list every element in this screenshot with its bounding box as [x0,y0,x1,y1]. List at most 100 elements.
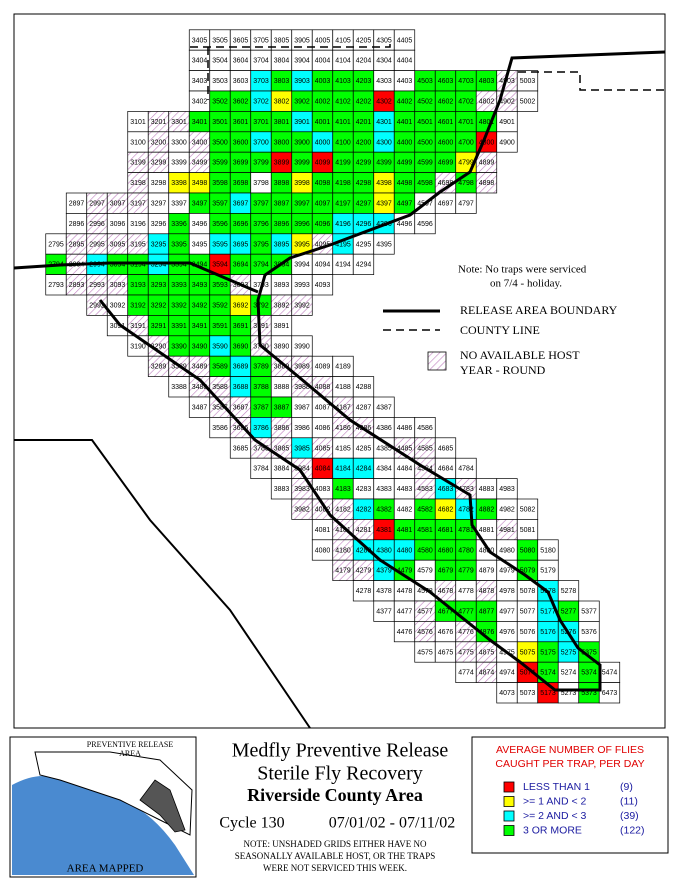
grid-cell: 3982 [291,498,313,520]
grid-cell: 4094 [311,253,334,275]
grid-cell: 3193 [127,274,149,296]
cell-box [475,172,498,194]
grid-cell: 4003 [311,70,334,92]
grid-cell: 3890 [270,335,293,357]
cell-label: 4080 [315,547,331,554]
cell-label: 3101 [130,119,146,126]
cell-label: 5080 [520,547,536,554]
grid-cell: 4194 [332,253,354,275]
grid-cell: 4397 [373,192,395,214]
grid-cell: 4583 [414,478,436,500]
grid-cell: 4481 [393,519,416,541]
cell-label: 4400 [397,139,413,146]
cell-label: 3404 [192,58,208,65]
grid-cell: 4197 [332,192,354,214]
cell-label: 3694 [233,262,249,269]
grid-cell: 4404 [393,49,416,71]
grid-cell: 4983 [496,478,518,500]
grid-cell: 3491 [188,315,211,337]
grid-cell: 5073 [516,682,539,704]
cell-label: 3787 [253,405,269,412]
cell-label: 4898 [479,180,495,187]
cell-label: 3685 [233,445,249,452]
cell-label: 3604 [233,58,249,65]
grid-cell: 3901 [291,111,313,133]
cell-label: 4599 [417,160,433,167]
cell-label: 3393 [171,282,187,289]
cell-label: 3899 [274,160,290,167]
grid-cell: 3495 [188,233,211,255]
grid-cell: 3787 [250,396,272,418]
grid-cell: 4774 [455,661,477,683]
cell-label: 3897 [274,201,290,208]
grid-cell: 5175 [537,641,559,663]
cell-label: 3299 [151,160,167,167]
cell-label: 4498 [397,180,413,187]
cell-label: 3300 [171,139,187,146]
cell-box [598,682,621,704]
cell-label: 4703 [458,78,474,85]
cell-label: 3895 [274,241,290,248]
cell-box [291,294,313,316]
grid-cell: 3400 [188,131,211,153]
grid-cell: 4602 [434,90,457,112]
grid-cell: 5180 [537,539,559,561]
grid-cell: 4877 [475,600,498,622]
grid-cell: 3100 [127,131,149,153]
key-label: YEAR - ROUND [460,363,546,377]
cell-label: 3388 [171,384,187,391]
cell-label: 3201 [151,119,167,126]
legend-count: (11) [620,795,638,807]
cell-label: 3803 [274,78,290,85]
grid-cell: 4383 [373,478,395,500]
cell-label: 2994 [89,262,105,269]
cell-label: 4778 [458,588,474,595]
cell-label: 4185 [335,445,351,452]
cell-label: 3791 [253,323,269,330]
cell-label: 4801 [479,119,495,126]
cell-label: 4980 [499,547,515,554]
cell-label: 3395 [171,241,187,248]
cell-label: 5002 [520,99,536,106]
grid-cell: 3893 [270,274,293,296]
grid-cell: 3902 [291,90,313,112]
cell-label: 3987 [294,405,310,412]
grid-cell: 3597 [209,192,231,214]
grid-cell: 4780 [455,539,477,561]
grid-cell: 3689 [229,355,252,377]
cell-label: 4502 [417,99,433,106]
grid-cell: 3992 [291,294,313,316]
grid-cell: 3404 [188,49,211,71]
cell-label: 4697 [438,201,454,208]
grid-cell: 4978 [496,580,518,602]
cell-label: 4380 [376,547,392,554]
grid-cell: 5277 [557,600,580,622]
grid-cell: 4298 [352,172,375,194]
grid-cell: 2895 [65,233,88,255]
cell-label: 4387 [376,405,392,412]
cell-label: 3587 [212,405,228,412]
grid-cell: 4294 [352,253,375,275]
grid-cell: 4675 [434,641,457,663]
cell-label: 4084 [315,466,331,473]
cell-label: 4476 [397,629,413,636]
grid-cell: 4701 [455,111,477,133]
grid-cell: 3985 [291,437,313,459]
cell-label: 4777 [458,609,474,616]
cell-label: 3496 [192,221,208,228]
cell-label: 3901 [294,119,310,126]
legend-swatch [503,796,515,807]
grid-cell: 4401 [393,111,416,133]
grid-cell: 5179 [537,559,559,581]
grid-cell: 3694 [229,253,252,275]
inset-caption: AREA MAPPED [67,863,144,875]
grid-cell: 3490 [188,335,211,357]
grid-cell: 4598 [414,172,436,194]
cell-label: 6473 [602,690,618,697]
cell-label: 4088 [315,384,331,391]
grid-cell: 3885 [270,437,293,459]
grid-cell: 4500 [414,131,436,153]
grid-cell: 4782 [455,498,477,520]
grid-cell: 3392 [168,294,190,316]
grid-cell: 4898 [475,172,498,194]
